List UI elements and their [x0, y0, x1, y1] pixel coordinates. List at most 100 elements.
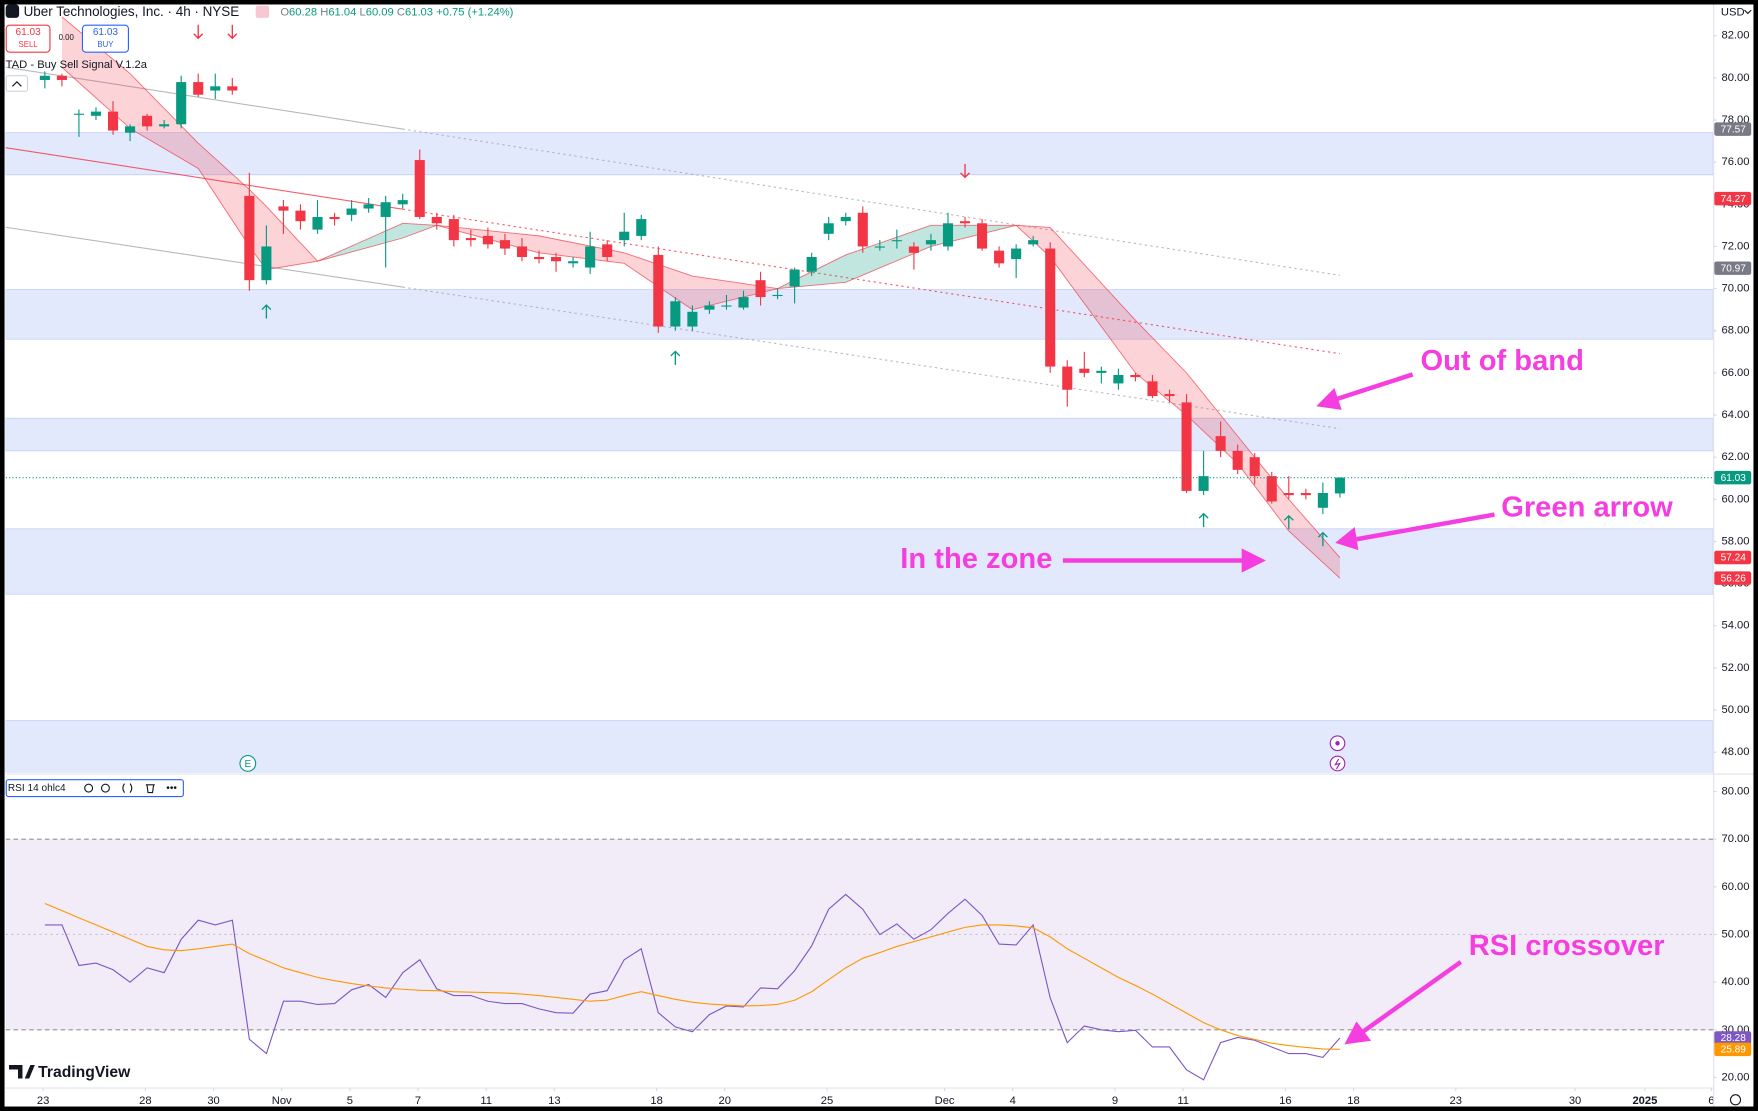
rsi-legend-box[interactable] [5, 779, 184, 798]
x-tick-label: 18 [650, 1095, 662, 1107]
delete-icon[interactable] [145, 784, 155, 794]
source-icon[interactable] [122, 783, 133, 793]
axis-badge-label: 77.57 [1721, 124, 1747, 135]
y-tick-label: 40.00 [1721, 976, 1749, 988]
y-tick-label: 76.00 [1721, 156, 1749, 168]
candle-body [670, 301, 681, 327]
ribbon-fill [61, 16, 131, 129]
y-tick-label: 60.00 [1721, 493, 1749, 505]
candle-body [278, 206, 289, 211]
candle-body [1283, 493, 1294, 496]
arrow-head [1335, 526, 1359, 551]
axis-badge [1714, 550, 1752, 565]
arrow-head [1344, 1021, 1372, 1045]
sell-button[interactable] [5, 24, 51, 53]
candle-body [1079, 368, 1090, 373]
y-tick-label: 50.00 [1721, 704, 1749, 716]
channel-line [5, 66, 403, 130]
y-tick-label: 64.00 [1721, 409, 1749, 421]
candle-body [925, 240, 936, 245]
candle-body [1198, 476, 1209, 491]
spread: 0.00 [59, 33, 75, 42]
candle-body [1249, 457, 1260, 477]
arrow-shaft [1335, 372, 1414, 402]
ribbon-fill [266, 206, 318, 270]
ohlc-h: H [320, 6, 328, 18]
price-pane [5, 16, 1714, 773]
zone [5, 132, 1714, 176]
x-tick-label: 4 [1010, 1095, 1016, 1107]
candle-body [1096, 370, 1107, 373]
candle-body [891, 240, 902, 242]
candle-body [687, 311, 698, 327]
symbol-title: Uber Technologies, Inc. · 4h · NYSE [24, 4, 240, 19]
axis-badge [1714, 1042, 1752, 1057]
ribbon-fill [1288, 499, 1340, 579]
candle-body [397, 200, 408, 205]
collapse-button[interactable] [5, 75, 29, 92]
candle-body [125, 126, 136, 133]
candle-body [329, 216, 340, 220]
candle-body [431, 216, 442, 224]
y-tick-label: 80.00 [1721, 785, 1749, 797]
event-icon-bolt [1334, 758, 1341, 770]
signal-arrow [1317, 531, 1328, 547]
candle-body [261, 246, 272, 281]
x-tick-label: 18 [1347, 1095, 1359, 1107]
candle-body [874, 246, 885, 248]
x-tick-label: 11 [480, 1095, 492, 1107]
settings-gear[interactable] [1729, 1094, 1742, 1106]
annotation: Green arrow [1501, 492, 1673, 524]
buy-button[interactable] [81, 24, 129, 53]
rsi-line [44, 893, 1341, 1081]
y-tick-label: 66.00 [1721, 367, 1749, 379]
axis-badge-label: 74.27 [1721, 194, 1747, 205]
candle-body [363, 204, 374, 209]
ohlc-c-value: 61.03 [405, 6, 433, 18]
arrow-shaft [1362, 960, 1463, 1034]
y-tick-label: 60.00 [1721, 881, 1749, 893]
y-tick-label: 68.00 [1721, 325, 1749, 337]
candle-body [142, 115, 153, 127]
candle-body [1181, 402, 1192, 491]
axis-badge [1714, 261, 1752, 275]
candle-body [380, 202, 391, 217]
more-icon[interactable]: ••• [166, 783, 177, 794]
x-tick-label: 30 [1569, 1095, 1581, 1107]
x-tick-label: 23 [37, 1095, 49, 1107]
currency[interactable]: USD [1721, 6, 1745, 18]
y-tick-label: 70.00 [1721, 833, 1749, 845]
candle-body [227, 86, 238, 91]
candle-body [159, 124, 170, 127]
axis-badge [1714, 122, 1752, 136]
x-tick-label: 6 [1708, 1095, 1714, 1107]
candle-body [482, 235, 493, 245]
candle-body [908, 246, 919, 253]
ohlc-l: L [359, 6, 365, 18]
candle-body [789, 269, 800, 287]
candle-body [1266, 476, 1277, 502]
candle-body [1317, 493, 1328, 508]
eye-icon[interactable] [84, 783, 94, 793]
sell-label: SELL [19, 40, 39, 49]
arrow-shaft [1356, 512, 1495, 542]
x-tick-label: 11 [1177, 1095, 1189, 1107]
flag-icon[interactable] [255, 5, 270, 18]
settings-icon[interactable] [100, 783, 110, 793]
channel-line [402, 286, 1340, 430]
candle-body [1147, 381, 1158, 397]
channel-line [5, 147, 403, 210]
candle-body [1300, 493, 1311, 496]
candle-body [1334, 477, 1345, 494]
x-tick-label: 2025 [1632, 1095, 1657, 1107]
candle-body [551, 256, 562, 262]
candle-body [346, 208, 357, 215]
candle-body [176, 82, 187, 125]
x-tick-label: 13 [548, 1095, 560, 1107]
symbol-icon [5, 4, 20, 18]
rsi-line [44, 902, 1340, 1050]
indicator-legend: TAD - Buy Sell Signal V.1.2a [6, 59, 148, 71]
candle-body [244, 195, 255, 281]
earnings-marker[interactable] [239, 755, 257, 772]
